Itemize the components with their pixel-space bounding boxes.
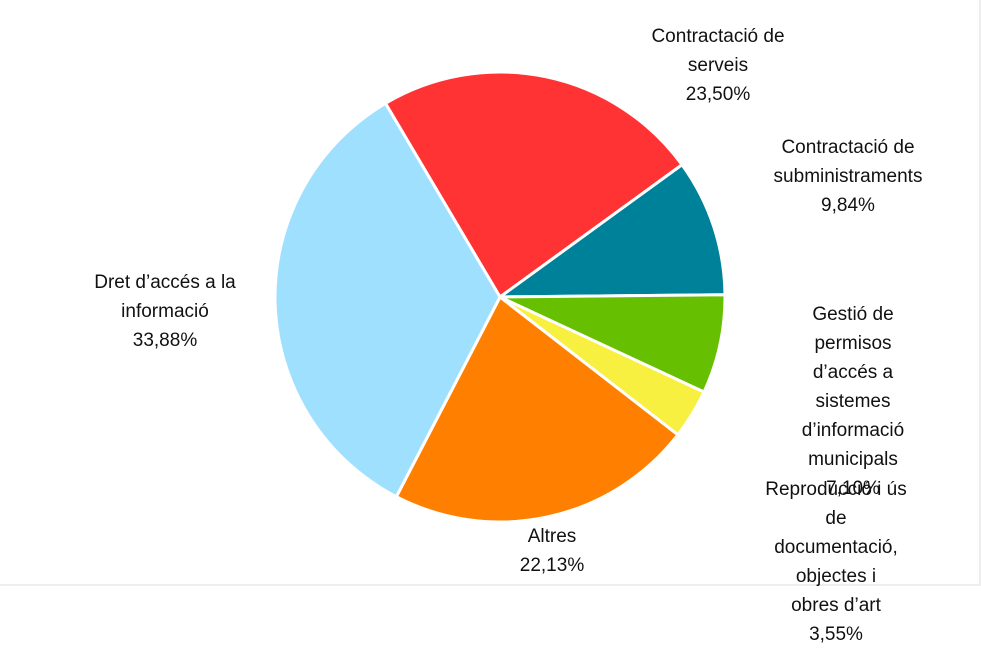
category-label: Altres bbox=[527, 526, 577, 547]
category-label: Reproducció i ús de documentació, object… bbox=[765, 479, 907, 616]
pie-slice bbox=[394, 295, 680, 524]
value-label: 22,13% bbox=[519, 555, 585, 576]
slice-label: Dret d’accés a la informació 33,88% bbox=[94, 268, 236, 355]
chart bbox=[273, 70, 727, 524]
value-label: 9,84% bbox=[821, 195, 875, 216]
value-label: 33,88% bbox=[132, 330, 198, 351]
category-label: Gestió de permisos d’accés a sistemes d’… bbox=[801, 304, 905, 470]
pie-slice bbox=[383, 70, 684, 299]
slice-label: Gestió de permisos d’accés a sistemes d’… bbox=[789, 300, 917, 503]
value-label: 7,10% bbox=[826, 478, 880, 499]
slice-label: Contractació de subministraments 9,84% bbox=[774, 133, 923, 220]
value-label: 23,50% bbox=[685, 84, 751, 105]
category-label: Contractació de serveis bbox=[651, 26, 785, 76]
slice-label: Reproducció i ús de documentació, object… bbox=[764, 475, 909, 649]
slice-label: Altres 22,13% bbox=[520, 522, 584, 580]
value-label: 3,55% bbox=[809, 624, 863, 645]
category-label: Contractació de subministraments bbox=[773, 137, 923, 187]
slice-label: Contractació de serveis 23,50% bbox=[651, 22, 784, 109]
frame bbox=[0, 0, 981, 586]
category-label: Dret d’accés a la informació bbox=[94, 272, 236, 322]
pie-slice bbox=[273, 101, 502, 499]
pie-slice bbox=[498, 293, 727, 394]
pie-slice bbox=[498, 163, 727, 299]
